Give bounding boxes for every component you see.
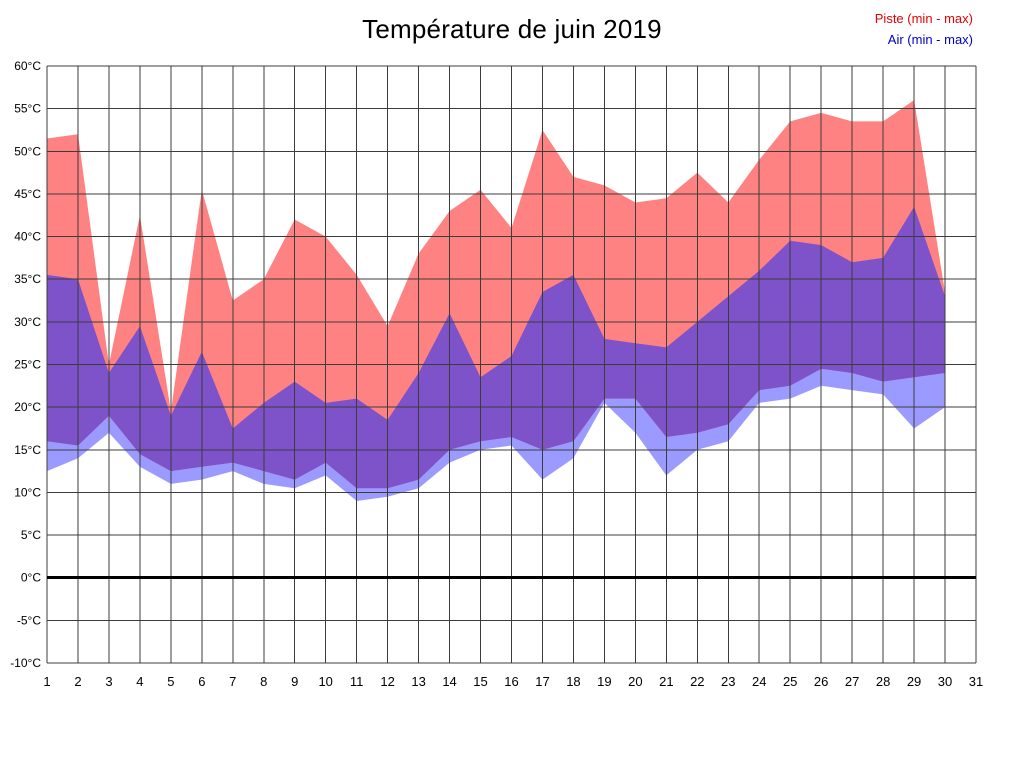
x-axis-label: 12 xyxy=(380,674,394,689)
x-axis-label: 21 xyxy=(659,674,673,689)
y-axis-label: -5°C xyxy=(17,613,41,627)
legend-piste-label: Piste (min - max) xyxy=(874,11,973,26)
x-axis-label: 4 xyxy=(136,674,143,689)
y-axis-label: 45°C xyxy=(14,187,41,201)
x-axis-label: 27 xyxy=(845,674,859,689)
y-axis-label: 5°C xyxy=(21,528,41,542)
chart-title: Température de juin 2019 xyxy=(362,14,662,44)
x-axis-label: 16 xyxy=(504,674,518,689)
y-axis-label: 25°C xyxy=(14,358,41,372)
x-axis-label: 7 xyxy=(229,674,236,689)
x-axis-label: 1 xyxy=(43,674,50,689)
y-axis-label: 55°C xyxy=(14,102,41,116)
x-axis-label: 9 xyxy=(291,674,298,689)
x-axis-label: 14 xyxy=(442,674,456,689)
x-axis-label: 28 xyxy=(876,674,890,689)
y-axis-label: 35°C xyxy=(14,272,41,286)
y-axis-label: 60°C xyxy=(14,59,41,73)
y-axis-label: -10°C xyxy=(10,656,41,670)
y-axis-label: 30°C xyxy=(14,315,41,329)
x-axis-label: 17 xyxy=(535,674,549,689)
y-axis-label: 40°C xyxy=(14,230,41,244)
x-axis-label: 25 xyxy=(783,674,797,689)
y-axis-label: 15°C xyxy=(14,443,41,457)
x-axis-label: 8 xyxy=(260,674,267,689)
x-axis-label: 6 xyxy=(198,674,205,689)
x-axis-label: 19 xyxy=(597,674,611,689)
x-axis-label: 13 xyxy=(411,674,425,689)
x-axis-label: 18 xyxy=(566,674,580,689)
x-axis-label: 29 xyxy=(907,674,921,689)
x-axis-label: 2 xyxy=(74,674,81,689)
y-axis-label: 10°C xyxy=(14,485,41,499)
x-axis-label: 22 xyxy=(690,674,704,689)
x-axis-label: 26 xyxy=(814,674,828,689)
overlap-band xyxy=(47,206,945,489)
x-axis-label: 24 xyxy=(752,674,766,689)
legend-air-label: Air (min - max) xyxy=(887,32,973,47)
x-axis-label: 15 xyxy=(473,674,487,689)
y-axis-label: 0°C xyxy=(21,571,41,585)
x-axis-label: 3 xyxy=(105,674,112,689)
x-axis-label: 11 xyxy=(350,674,364,689)
x-axis-label: 10 xyxy=(318,674,332,689)
y-axis-label: 20°C xyxy=(14,400,41,414)
chart-legend: Piste (min - max) Air (min - max) xyxy=(875,8,973,50)
x-axis-label: 20 xyxy=(628,674,642,689)
x-axis-label: 31 xyxy=(969,674,983,689)
x-axis-label: 5 xyxy=(167,674,174,689)
x-axis-label: 30 xyxy=(938,674,952,689)
y-axis-label: 50°C xyxy=(14,144,41,158)
x-axis-label: 23 xyxy=(721,674,735,689)
